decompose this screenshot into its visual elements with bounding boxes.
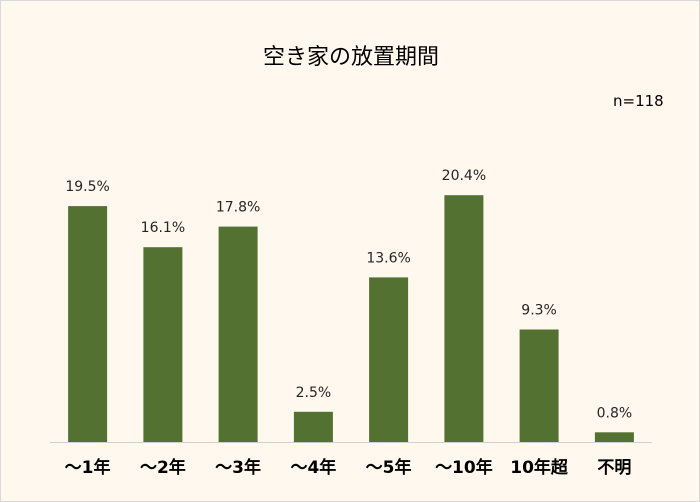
bars-group [68, 195, 634, 443]
category-labels-group: ～1年 ～2年 ～3年 ～4年 ～5年 ～10年 10年超 不明 [65, 457, 632, 478]
sample-size-note: n=118 [613, 92, 664, 110]
data-label-0: 19.5% [65, 179, 109, 195]
bar-6 [519, 329, 559, 442]
bar-0 [68, 206, 108, 442]
data-label-5: 20.4% [442, 168, 486, 184]
bar-3 [293, 411, 333, 443]
bar-2 [218, 226, 258, 442]
category-label-2: ～3年 [215, 457, 261, 478]
data-label-3: 2.5% [296, 385, 332, 401]
data-label-1: 16.1% [141, 220, 185, 236]
data-label-7: 0.8% [597, 405, 633, 421]
data-label-2: 17.8% [216, 200, 260, 216]
category-label-3: ～4年 [290, 457, 336, 478]
category-label-7: 不明 [597, 458, 631, 478]
bar-7 [594, 432, 634, 442]
bar-4 [369, 277, 409, 442]
bar-5 [444, 195, 484, 442]
category-label-0: ～1年 [65, 457, 111, 478]
data-labels-group: 19.5% 16.1% 17.8% 2.5% 13.6% 20.4% 9.3% 0.8% [65, 168, 632, 421]
data-label-6: 9.3% [521, 303, 557, 319]
category-label-1: ～2年 [140, 457, 186, 478]
chart-title: 空き家の放置期間 [262, 45, 439, 70]
data-label-4: 13.6% [366, 250, 410, 266]
bar-1 [143, 247, 183, 442]
category-label-4: ～5年 [366, 457, 412, 478]
category-label-6: 10年超 [510, 457, 569, 478]
category-label-5: ～10年 [435, 457, 493, 478]
